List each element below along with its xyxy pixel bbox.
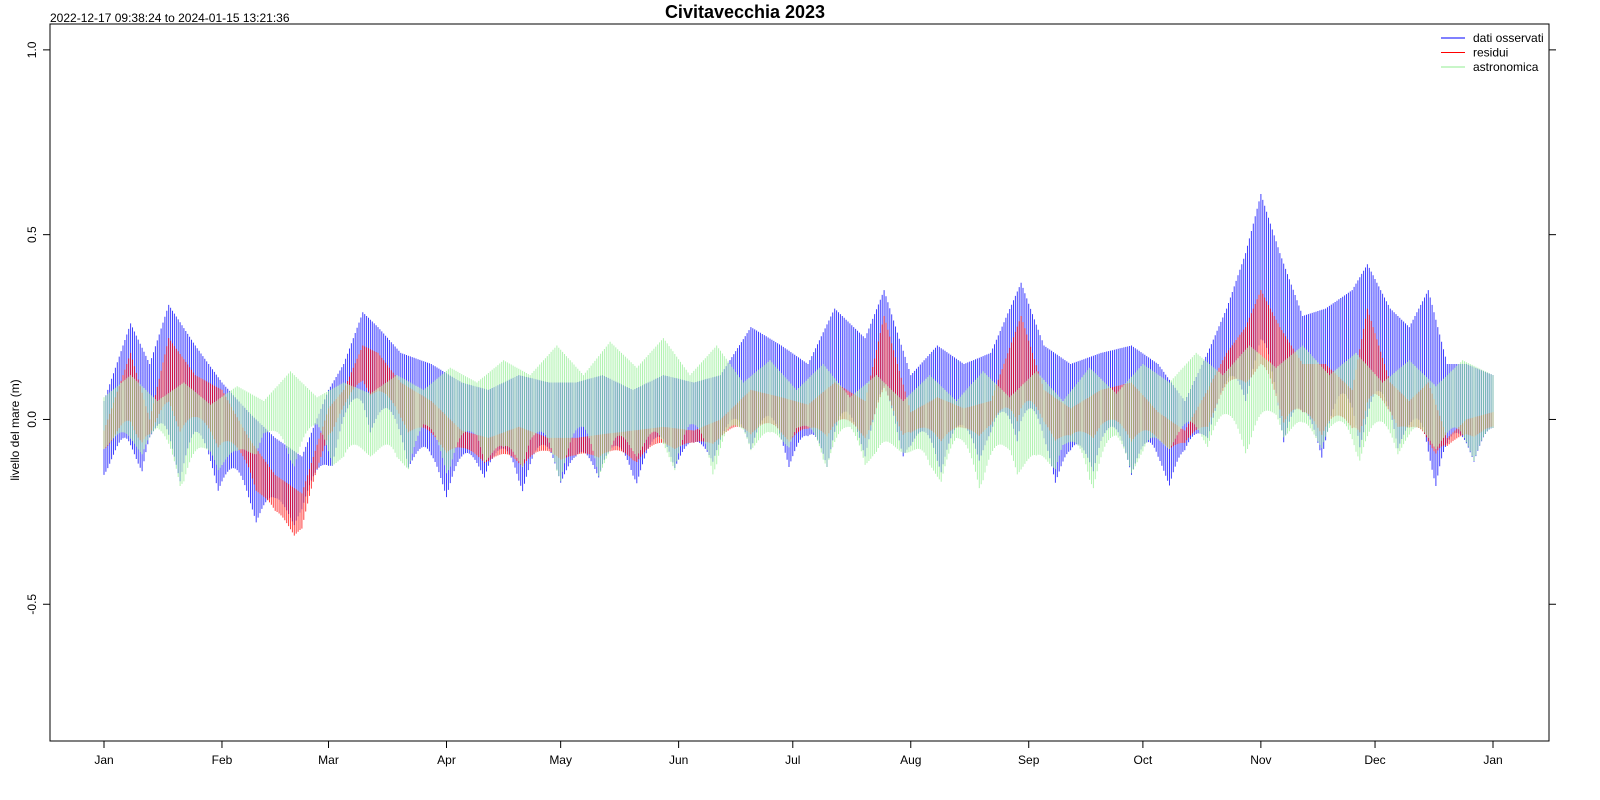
series-line bbox=[103, 338, 1494, 489]
legend-entry: residui bbox=[1473, 46, 1508, 60]
x-tick-label: Jan bbox=[94, 753, 113, 767]
chart-subtitle: 2022-12-17 09:38:24 to 2024-01-15 13:21:… bbox=[50, 11, 290, 25]
x-tick-label: Jan bbox=[1483, 753, 1502, 767]
x-tick-label: Mar bbox=[318, 753, 339, 767]
series-astronomica bbox=[103, 338, 1494, 489]
series-layer bbox=[103, 194, 1494, 536]
x-tick-label: Aug bbox=[900, 753, 921, 767]
x-tick-label: Dec bbox=[1364, 753, 1385, 767]
x-tick-label: Jul bbox=[785, 753, 800, 767]
y-tick-label: 0.0 bbox=[25, 411, 39, 428]
chart-title: Civitavecchia 2023 bbox=[665, 2, 825, 22]
y-axis-label: livello del mare (m) bbox=[8, 379, 22, 480]
series-line bbox=[103, 194, 1494, 526]
y-tick-label: 1.0 bbox=[25, 41, 39, 58]
x-tick-label: Jun bbox=[669, 753, 688, 767]
axes-layer: Jan Feb Mar Apr May Jun Jul Aug Sep Oct Nov Dec Jan -… bbox=[25, 23, 1556, 767]
x-tick-label: Feb bbox=[212, 753, 233, 767]
series-dati-osservati bbox=[103, 194, 1494, 526]
legend-entry: dati osservati bbox=[1473, 31, 1544, 45]
y-tick-label: -0.5 bbox=[25, 594, 39, 615]
plot-frame bbox=[49, 23, 1550, 742]
x-tick-label: Nov bbox=[1250, 753, 1271, 767]
x-tick-label: May bbox=[549, 753, 572, 767]
x-tick-label: Oct bbox=[1134, 753, 1153, 767]
legend-entry: astronomica bbox=[1473, 60, 1539, 74]
x-tick-label: Sep bbox=[1018, 753, 1040, 767]
x-tick-label: Apr bbox=[437, 753, 456, 767]
y-tick-label: 0.5 bbox=[25, 226, 39, 243]
